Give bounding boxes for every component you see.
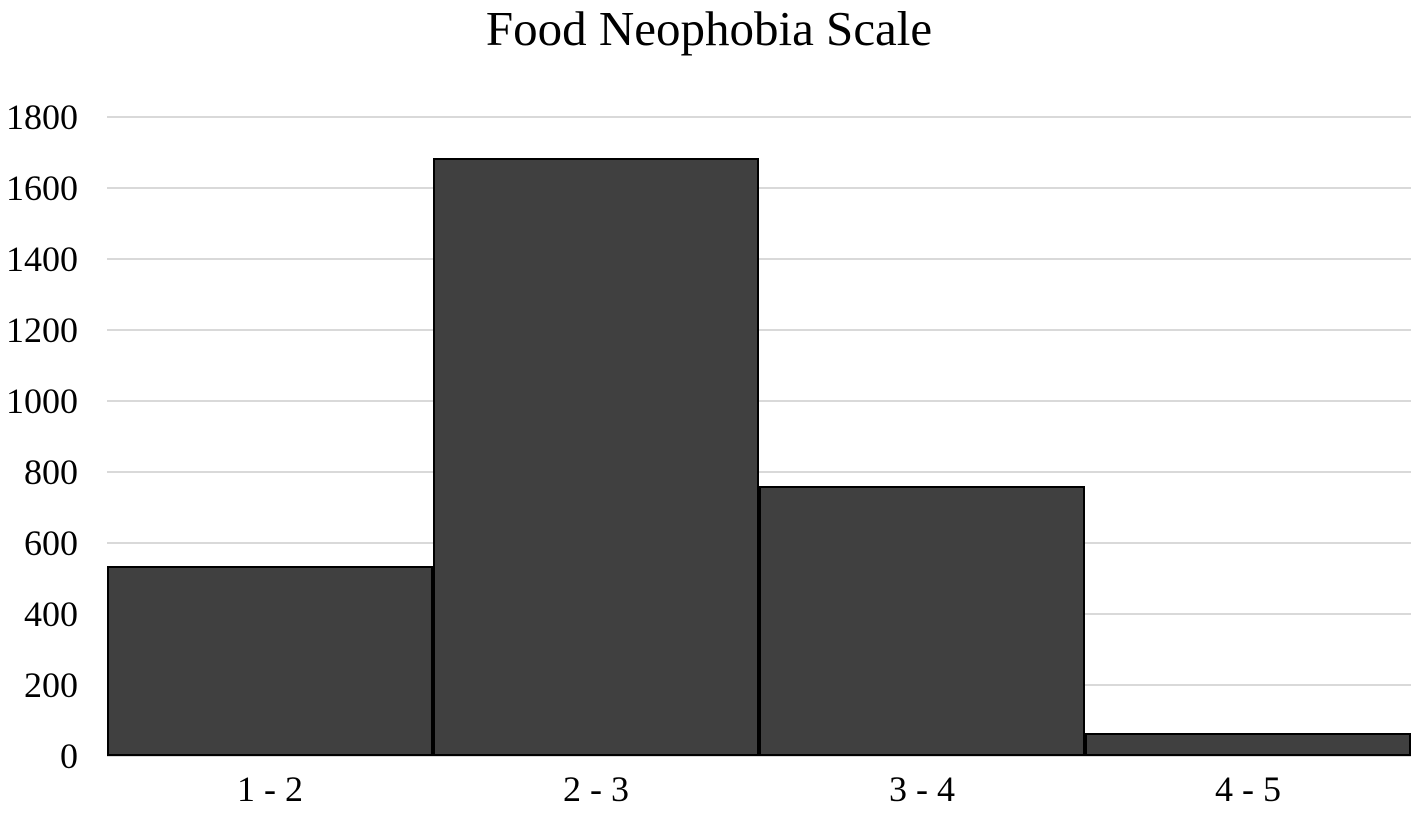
gridline — [107, 186, 1411, 189]
plot-area — [107, 116, 1411, 757]
gridline — [107, 755, 1411, 757]
gridline — [107, 471, 1411, 473]
chart-title: Food Neophobia Scale — [485, 1, 933, 56]
y-tick-label: 1200 — [6, 310, 78, 350]
y-tick-label: 200 — [24, 664, 78, 705]
y-tick-label: 1600 — [6, 167, 78, 208]
gridline — [107, 399, 1411, 402]
bar-bin-1-2 — [107, 566, 433, 756]
x-tick-label: 1 - 2 — [237, 769, 303, 809]
bar-bin-2-3 — [433, 157, 759, 756]
x-tick-label: 4 - 5 — [1215, 769, 1281, 809]
y-tick-label: 600 — [24, 523, 78, 563]
y-tick-label: 400 — [24, 594, 78, 634]
y-tick-label: 1000 — [6, 380, 78, 421]
x-tick-label: 3 - 4 — [889, 769, 955, 809]
y-tick-label: 0 — [60, 736, 78, 776]
bar-bin-3-4 — [759, 486, 1085, 756]
gridline — [107, 329, 1411, 331]
y-tick-label: 1400 — [6, 238, 78, 279]
x-axis: 1 - 2 2 - 3 3 - 4 4 - 5 — [107, 768, 1411, 816]
bar-bin-4-5 — [1085, 732, 1411, 756]
y-tick-label: 1800 — [6, 97, 78, 137]
gridline — [107, 257, 1411, 260]
y-tick-label: 800 — [24, 452, 78, 492]
gridline — [107, 116, 1411, 118]
x-tick-label: 2 - 3 — [563, 769, 629, 809]
y-axis: 0 200 400 600 800 1000 1200 1400 1600 1800 — [0, 97, 78, 776]
